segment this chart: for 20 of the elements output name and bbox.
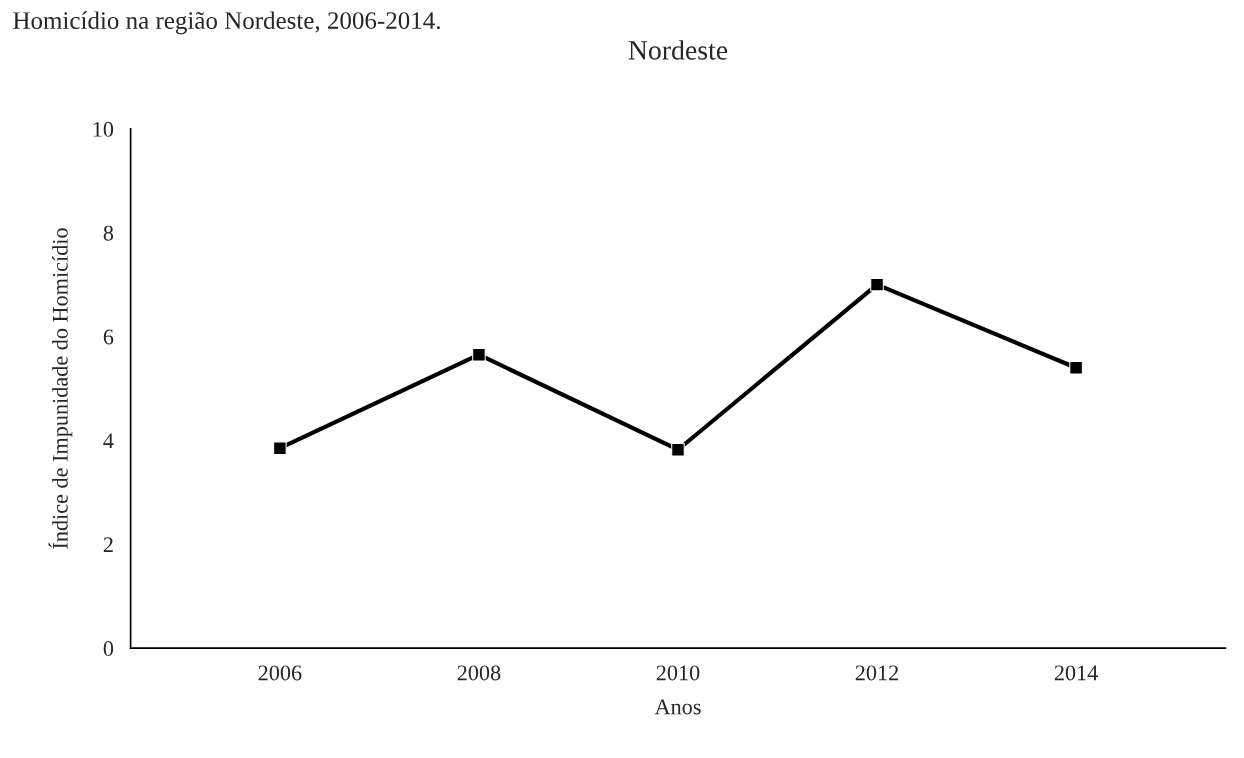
y-tick-label: 2 [103,537,113,552]
point [472,347,486,362]
y-tick-label: 0 [103,641,114,657]
point [870,277,884,292]
y-tick-label: 6 [103,329,114,345]
x-tick-label: 2012 [855,665,899,681]
chart-title: Nordeste [628,40,728,60]
x-tick-label: 2010 [656,665,700,681]
y-axis-title: Índice de Impunidade do Homicídio [48,228,73,549]
point [1069,360,1083,375]
point [671,442,685,457]
x-tick-label: 2008 [457,665,501,681]
y-tick-label: 10 [93,121,114,137]
y-tick-label: 4 [103,433,114,449]
x-tick-label: 2006 [258,665,302,681]
x-axis-title: Anos [654,699,701,715]
point [273,441,287,455]
x-tick-label: 2014 [1054,665,1098,681]
text: Homicídio na região Nordeste, 2006-2014. [13,11,440,35]
y-tick-label: 8 [103,225,114,241]
